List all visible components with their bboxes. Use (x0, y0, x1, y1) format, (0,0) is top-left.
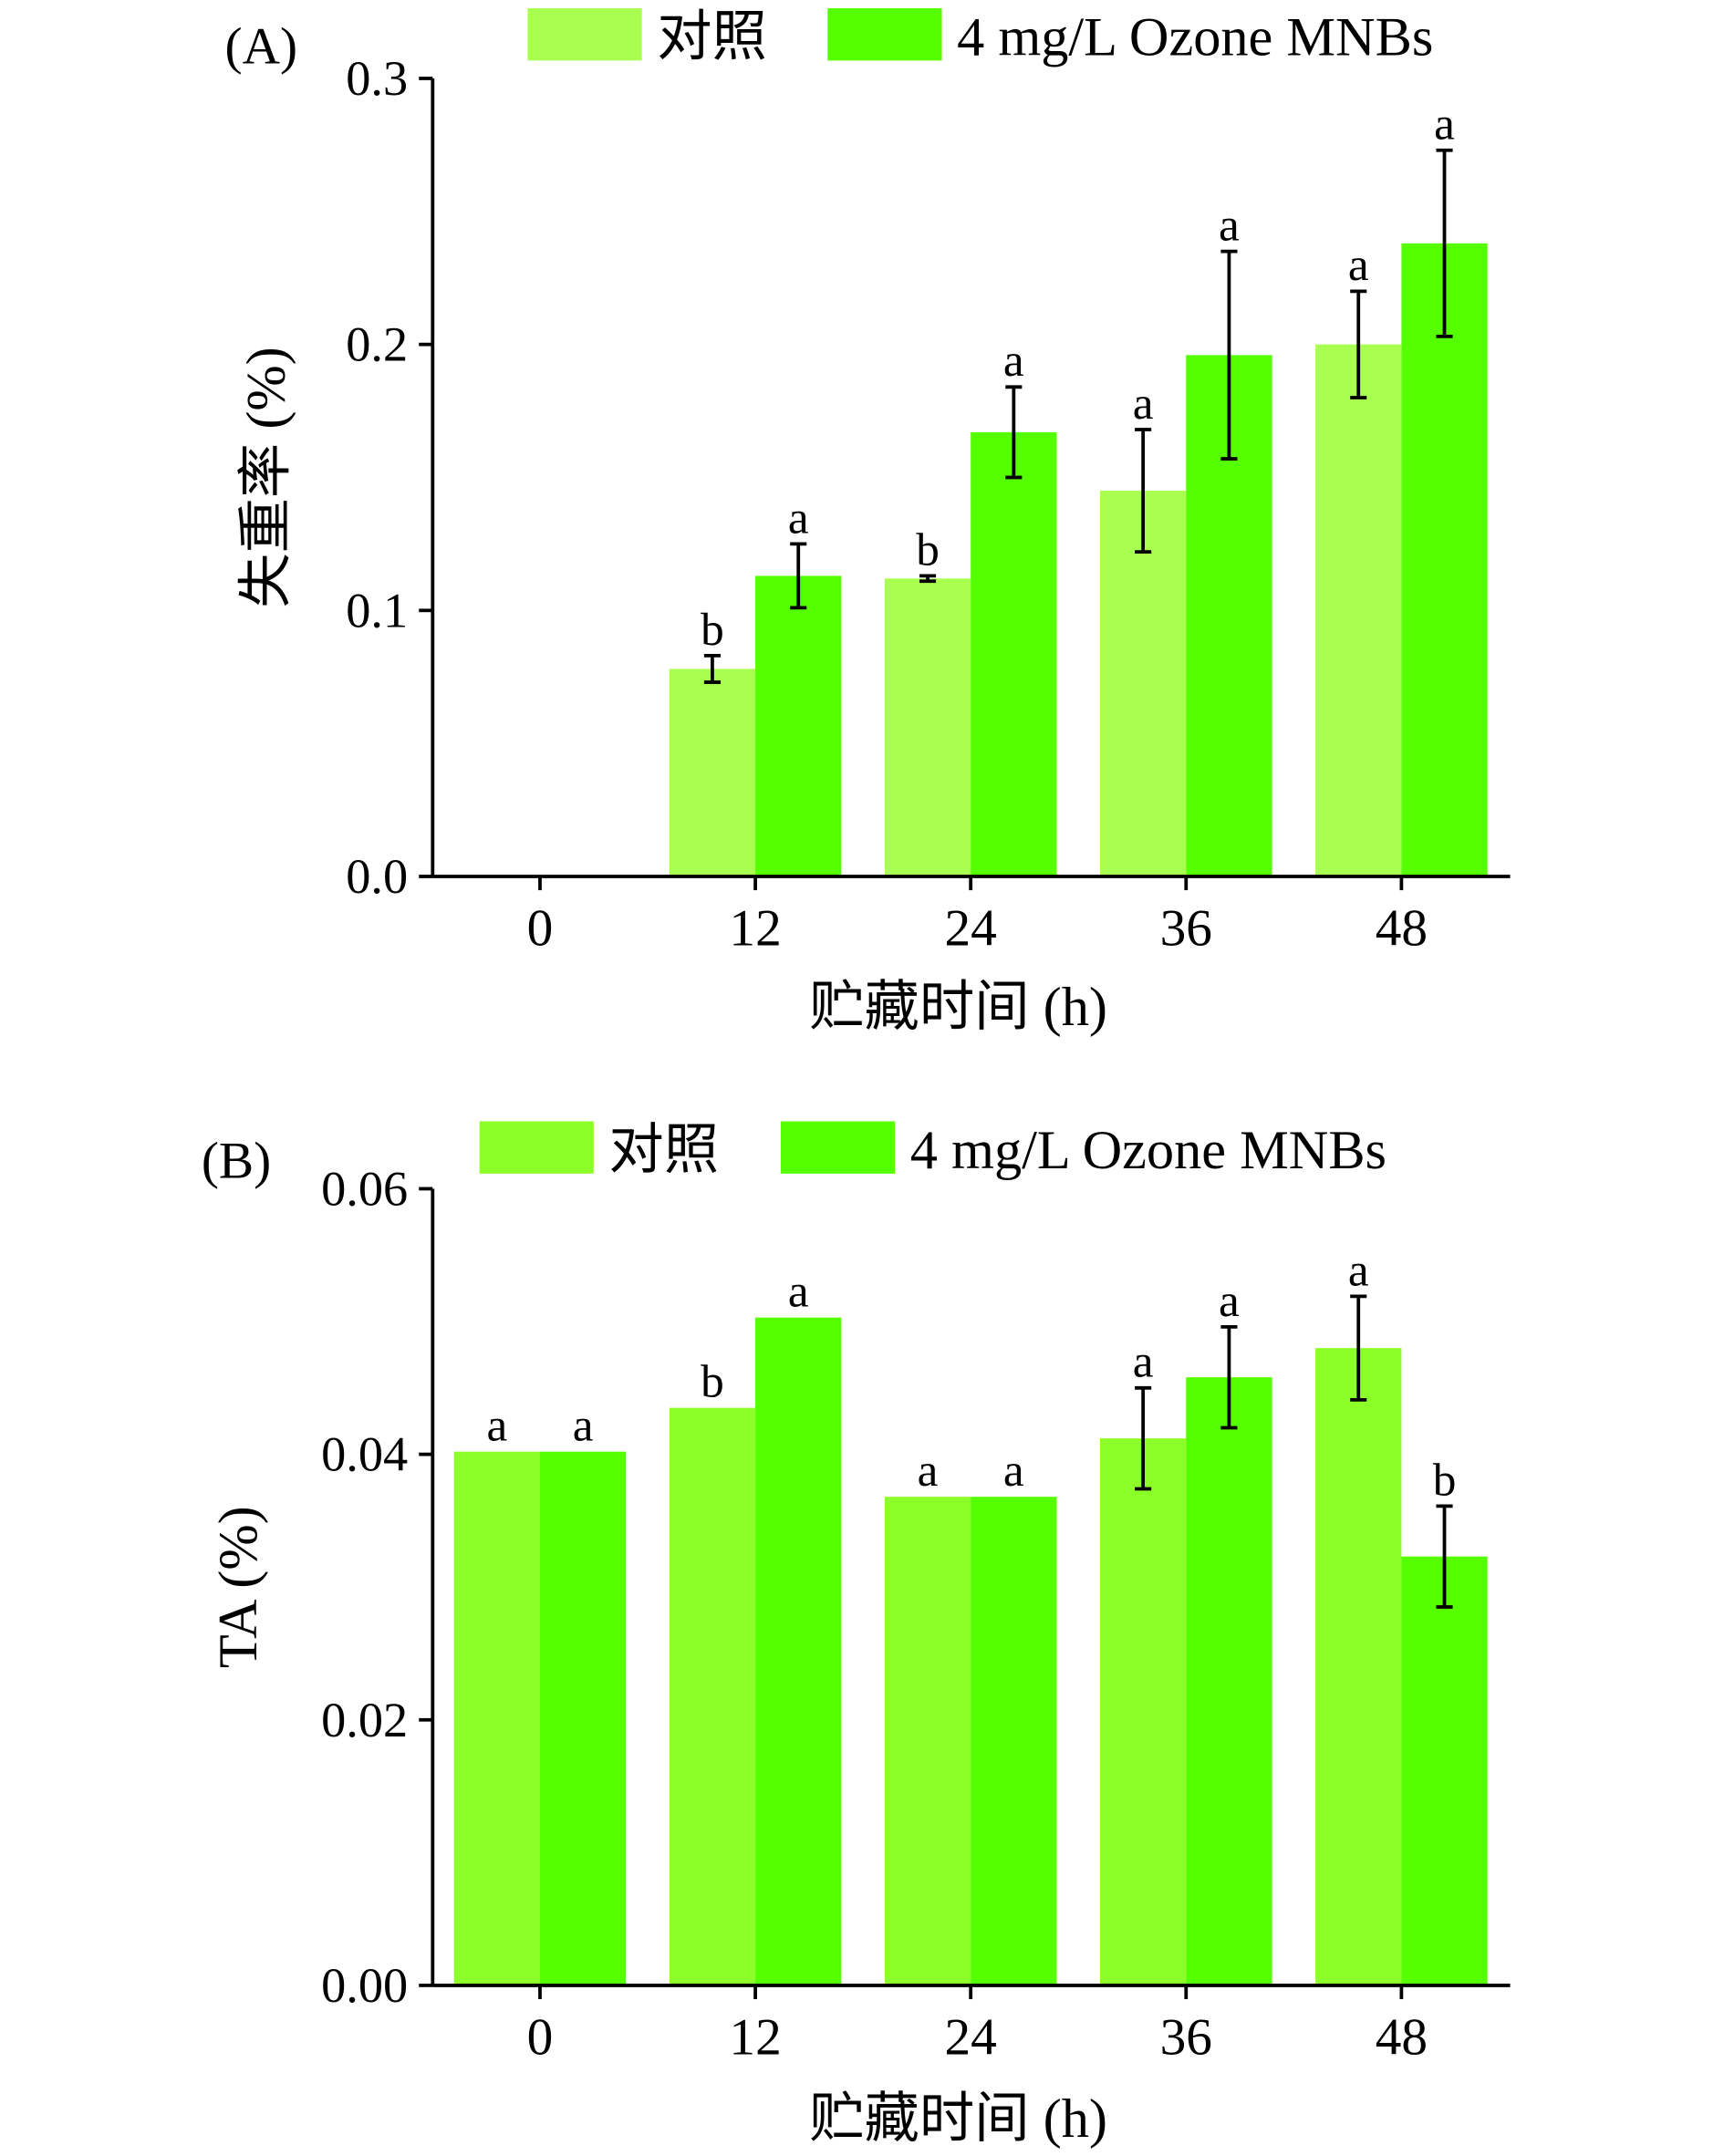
bar (453, 1451, 540, 1985)
significance-letter: b (701, 1356, 724, 1408)
x-tick-label: 36 (1160, 2008, 1212, 2066)
significance-letter: a (918, 1445, 939, 1497)
x-tick-label: 0 (527, 2008, 554, 2066)
y-tick-label: 0.06 (321, 1162, 408, 1217)
panel-label: (A) (225, 17, 298, 75)
bar (1099, 491, 1187, 876)
chart-panel-b: a b a a a a a a a b 0.00 0.02 0.04 0.06 0 12 24 36 48 贮藏时间 … (202, 1120, 1511, 2150)
bar (669, 1407, 756, 1985)
significance-letter: b (916, 523, 940, 575)
legend-swatch (479, 1121, 594, 1174)
y-tick-label: 0.00 (321, 1958, 408, 2013)
significance-letter: a (1219, 200, 1240, 252)
significance-letter: a (573, 1400, 594, 1452)
x-tick-label: 12 (729, 899, 781, 957)
significance-letter: a (1434, 98, 1455, 150)
y-tick-label: 0.3 (346, 51, 408, 106)
significance-letter: a (1133, 378, 1154, 430)
y-tick-label: 0.02 (321, 1693, 408, 1747)
bar (539, 1451, 627, 1985)
significance-letter: b (701, 604, 724, 656)
legend-label: 对照 (657, 6, 767, 67)
bar (971, 1497, 1057, 1985)
legend-label: 4 mg/L Ozone MNBs (910, 1120, 1386, 1181)
significance-letter: a (1003, 1445, 1024, 1497)
y-tick-label: 0.2 (346, 317, 408, 372)
x-axis-label: 贮藏时间 (h) (809, 2089, 1107, 2150)
legend-swatch (527, 8, 642, 61)
y-axis-label: TA (%) (208, 1506, 269, 1668)
y-tick-label: 0.0 (346, 849, 408, 904)
panel-label: (B) (202, 1132, 271, 1189)
x-tick-label: 48 (1376, 899, 1428, 957)
bar (1401, 243, 1488, 876)
x-tick-label: 24 (945, 2008, 997, 2066)
x-axis-label: 贮藏时间 (h) (809, 977, 1107, 1038)
bar (755, 1317, 842, 1985)
y-tick-label: 0.04 (321, 1427, 408, 1482)
x-tick-label: 0 (527, 899, 554, 957)
bar (884, 1497, 971, 1985)
x-tick-label: 24 (945, 899, 997, 957)
x-tick-label: 48 (1376, 2008, 1428, 2066)
significance-letter: a (1348, 1244, 1369, 1296)
legend-label: 对照 (608, 1120, 719, 1181)
bar (1186, 1377, 1272, 1985)
legend-label: 4 mg/L Ozone MNBs (957, 6, 1433, 67)
legend-swatch (780, 1121, 896, 1174)
bar (1315, 1348, 1402, 1985)
significance-letter: a (788, 1266, 809, 1318)
significance-letter: a (486, 1400, 507, 1452)
x-tick-label: 12 (729, 2008, 781, 2066)
bar (971, 431, 1057, 876)
bar (1401, 1556, 1488, 1985)
bar (884, 578, 971, 876)
x-tick-label: 36 (1160, 899, 1212, 957)
significance-letter: b (1433, 1454, 1457, 1506)
y-tick-label: 0.1 (346, 583, 408, 637)
significance-letter: a (1003, 335, 1024, 387)
significance-letter: a (1348, 239, 1369, 291)
bar (1315, 344, 1402, 876)
bar (1099, 1438, 1187, 1985)
significance-letter: a (788, 492, 809, 544)
bar (755, 575, 842, 876)
chart-panel-a: b b a a a a a a 0.0 0.1 0.2 0.3 0 12 24 36 48 贮藏时间 (h) 失重率… (225, 6, 1511, 1038)
legend-swatch (827, 8, 942, 61)
y-axis-label: 失重率 (%) (235, 347, 296, 608)
significance-letter: a (1219, 1275, 1240, 1327)
significance-letter: a (1133, 1336, 1154, 1388)
bar (669, 669, 756, 876)
